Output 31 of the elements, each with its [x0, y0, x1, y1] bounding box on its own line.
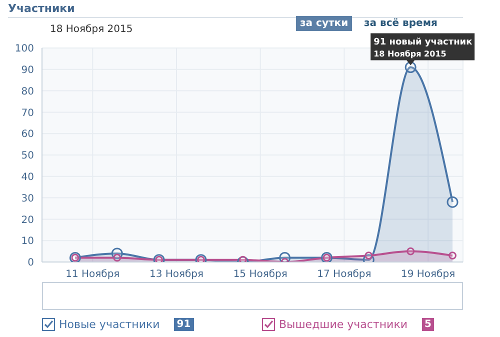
- x-tick-label: 15 Ноября: [233, 269, 288, 280]
- point: [364, 252, 373, 260]
- y-tick-label: 90: [21, 64, 34, 76]
- point: [279, 252, 291, 262]
- y-tick-label: 80: [21, 86, 34, 98]
- y-tick-label: 30: [21, 193, 34, 204]
- x-tick-label: 19 Ноября: [401, 269, 456, 280]
- x-tick-label: 11 Ноября: [66, 269, 120, 280]
- y-tick-label: 0: [28, 258, 34, 269]
- legend-label: Новые участники: [59, 318, 160, 331]
- x-tick-label: 17 Ноября: [317, 269, 372, 280]
- y-tick-label: 10: [21, 236, 34, 248]
- point: [446, 196, 458, 208]
- legend-label: Вышедшие участники: [279, 318, 408, 331]
- y-tick-label: 40: [21, 172, 34, 183]
- text: 91: [174, 318, 194, 331]
- x-tick-label: 13 Ноября: [149, 269, 204, 280]
- y-tick-label: 60: [21, 129, 34, 140]
- y-tick-label: 20: [21, 214, 34, 226]
- y-tick-label: 50: [21, 150, 34, 162]
- point: [404, 62, 416, 74]
- chart-title: Участники: [8, 2, 75, 15]
- point: [448, 252, 456, 260]
- text: за сутки: [296, 16, 352, 31]
- y-tick-label: 70: [21, 108, 34, 119]
- text: 5: [422, 318, 434, 331]
- chart-subtitle: 18 Ноября 2015: [50, 24, 133, 35]
- text: за всё время: [363, 17, 438, 31]
- point: [406, 247, 415, 256]
- y-tick-label: 100: [14, 44, 34, 55]
- annotation: 91 новый участник 18 Ноября 2015: [374, 37, 472, 58]
